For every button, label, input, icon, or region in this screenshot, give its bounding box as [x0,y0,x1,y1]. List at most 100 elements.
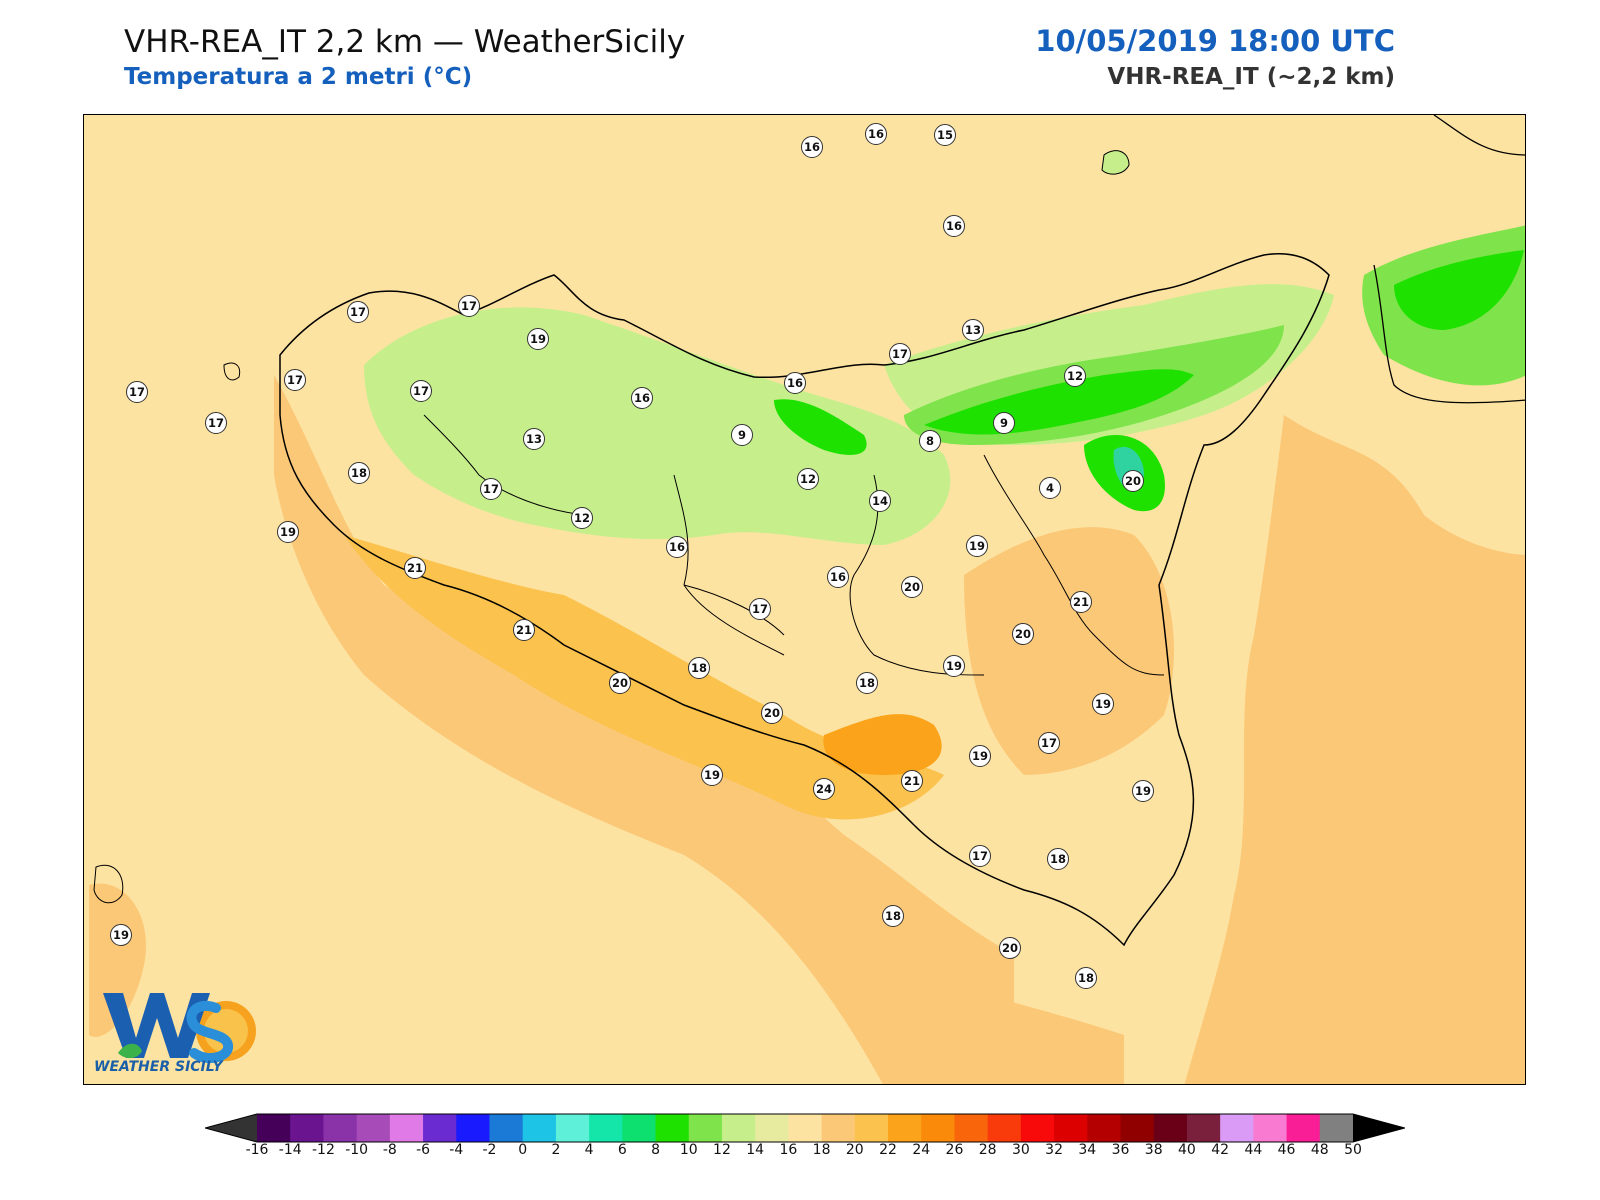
station-marker[interactable]: 20 [609,672,631,694]
station-marker[interactable]: 21 [513,619,535,641]
colorbar-tick-label: 16 [779,1142,798,1158]
colorbar-tick-label: 8 [651,1142,660,1158]
calabria-strong [1394,250,1524,330]
station-marker[interactable]: 19 [110,924,132,946]
colorbar-tick-label: 12 [713,1142,731,1158]
station-marker[interactable]: 17 [205,412,227,434]
colorbar-tick-label: 32 [1045,1142,1063,1158]
station-marker[interactable]: 16 [666,536,688,558]
colorbar-segment [622,1114,657,1142]
station-marker[interactable]: 19 [701,764,723,786]
colorbar-segment [522,1114,557,1142]
station-marker[interactable]: 18 [1075,967,1097,989]
station-marker[interactable]: 21 [1070,591,1092,613]
station-marker[interactable]: 16 [801,136,823,158]
colorbar-tick-label: 4 [584,1142,594,1158]
station-marker[interactable]: 12 [797,468,819,490]
colorbar-tick-label: 46 [1277,1142,1296,1158]
station-marker[interactable]: 18 [1047,848,1069,870]
colorbar-segment [655,1114,690,1142]
station-marker[interactable]: 17 [126,381,148,403]
station-marker[interactable]: 19 [943,655,965,677]
station-marker[interactable]: 16 [784,372,806,394]
station-marker[interactable]: 16 [943,215,965,237]
colorbar-tick-label: 34 [1078,1142,1097,1158]
colorbar-tick-label: 40 [1178,1142,1196,1158]
station-marker[interactable]: 17 [889,343,911,365]
station-marker[interactable]: 20 [901,576,923,598]
station-marker[interactable]: 19 [966,535,988,557]
map-title: VHR-REA_IT 2,2 km — WeatherSicily [124,24,686,60]
colorbar-tick-label: -6 [416,1142,431,1158]
colorbar-tick-label: -16 [245,1142,269,1158]
station-marker[interactable]: 16 [827,566,849,588]
station-marker[interactable]: 24 [813,778,835,800]
colorbar-segment [1087,1114,1122,1142]
station-marker[interactable]: 17 [1038,732,1060,754]
station-marker[interactable]: 12 [1064,365,1086,387]
station-marker[interactable]: 20 [761,702,783,724]
colorbar-tick-label: 14 [746,1142,765,1158]
colorbar-tick-label: 48 [1310,1142,1329,1158]
station-marker[interactable]: 9 [993,412,1015,434]
hot-spot-gela [823,714,942,775]
colorbar-segment [954,1114,989,1142]
warm-zone-east [1184,415,1525,1084]
colorbar-segment [821,1114,856,1142]
colorbar-tick-label: 20 [845,1142,864,1158]
colorbar-segment [356,1114,391,1142]
station-marker[interactable]: 18 [348,462,370,484]
colorbar-tick-label: 36 [1111,1142,1130,1158]
colorbar-segment [1186,1114,1221,1142]
green-north-west [364,307,951,545]
colorbar-tick-label: -14 [278,1142,302,1158]
station-marker[interactable]: 16 [631,387,653,409]
station-marker[interactable]: 17 [410,380,432,402]
station-marker[interactable]: 19 [277,521,299,543]
colorbar-segment [987,1114,1022,1142]
station-marker[interactable]: 18 [882,905,904,927]
station-marker[interactable]: 12 [571,507,593,529]
station-marker[interactable]: 20 [999,937,1021,959]
station-marker[interactable]: 16 [865,123,887,145]
station-marker[interactable]: 4 [1039,477,1061,499]
station-marker[interactable]: 18 [856,672,878,694]
colorbar-tick-label: -4 [449,1142,464,1158]
colorbar-segment [721,1114,756,1142]
pantelleria-island [93,864,124,904]
station-marker[interactable]: 8 [919,430,941,452]
colorbar-segment [489,1114,524,1142]
colorbar-segment [456,1114,490,1142]
colorbar-segment [688,1114,723,1142]
station-marker[interactable]: 15 [934,124,956,146]
map-subtitle: Temperatura a 2 metri (°C) [124,64,473,90]
station-marker[interactable]: 14 [869,490,891,512]
colorbar-segment [389,1114,424,1142]
station-marker[interactable]: 19 [527,328,549,350]
colorbar-tick-label: 28 [978,1142,997,1158]
station-marker[interactable]: 17 [347,301,369,323]
calabria-coastline [1373,115,1525,404]
station-marker[interactable]: 19 [969,745,991,767]
station-marker[interactable]: 17 [458,295,480,317]
station-marker[interactable]: 9 [731,424,753,446]
forecast-datetime: 10/05/2019 18:00 UTC [1035,24,1395,58]
station-marker[interactable]: 20 [1012,623,1034,645]
station-marker[interactable]: 21 [901,770,923,792]
station-marker[interactable]: 18 [688,657,710,679]
station-marker[interactable]: 19 [1092,693,1114,715]
station-marker[interactable]: 17 [969,845,991,867]
colorbar-tick-label: 2 [551,1142,561,1158]
station-marker[interactable]: 20 [1122,470,1144,492]
station-marker[interactable]: 17 [480,478,502,500]
sicily-coastline [279,253,1330,947]
station-marker[interactable]: 17 [749,598,771,620]
station-marker[interactable]: 13 [523,428,545,450]
station-marker[interactable]: 13 [962,319,984,341]
green-strong-nebrodi [924,369,1194,435]
station-marker[interactable]: 21 [404,557,426,579]
temperature-map[interactable]: 16 16 15 16 17 17 19 17 13 17 12 17 17 17 16 16 17 13 9 8 9 1… [83,114,1526,1085]
station-marker[interactable]: 19 [1132,780,1154,802]
station-marker[interactable]: 17 [284,369,306,391]
colorbar-segment [788,1114,823,1142]
